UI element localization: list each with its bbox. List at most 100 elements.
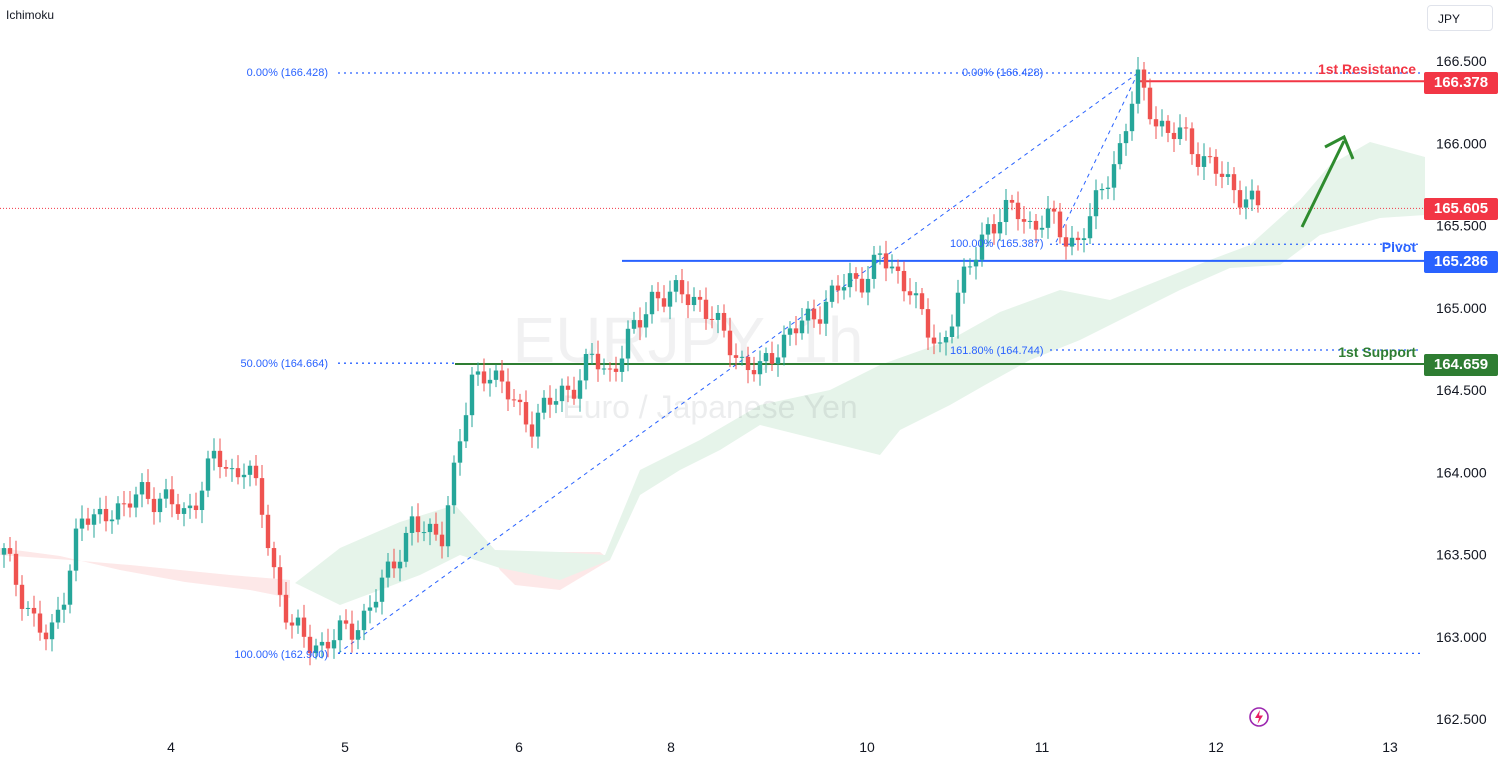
candle-body — [295, 617, 301, 626]
candle-body — [361, 610, 367, 631]
indicator-name[interactable]: Ichimoku — [6, 8, 55, 22]
candle-body — [685, 294, 691, 306]
candle-body — [1075, 237, 1081, 241]
candle-body — [241, 474, 247, 478]
y-tick-label: 165.000 — [1436, 300, 1487, 316]
candle-body — [151, 498, 157, 513]
candle-body — [97, 508, 103, 515]
candle-body — [1039, 227, 1045, 230]
candle-body — [973, 259, 979, 267]
candle-body — [529, 424, 535, 437]
candle-body — [643, 314, 649, 328]
candle-body — [307, 636, 313, 654]
candle-body — [1171, 132, 1177, 140]
candle-body — [31, 607, 37, 614]
candle-body — [1003, 199, 1009, 223]
candle-body — [499, 370, 505, 382]
candle-body — [289, 622, 295, 626]
candle-body — [1069, 237, 1075, 247]
candle-body — [37, 613, 43, 633]
x-tick-label: 10 — [859, 739, 875, 755]
candle-body — [229, 468, 235, 470]
candle-body — [793, 328, 799, 334]
candle-body — [661, 298, 667, 307]
candle-body — [1147, 87, 1153, 120]
candle-body — [997, 222, 1003, 234]
last-price-tag: 165.605 — [1424, 198, 1498, 220]
candle-body — [1213, 156, 1219, 174]
candle-body — [403, 532, 409, 562]
candle-body — [781, 334, 787, 358]
y-tick-label: 163.500 — [1436, 547, 1487, 563]
x-axis: 4 5 6 8 10 11 12 13 — [167, 739, 1398, 755]
candle-body — [799, 320, 805, 334]
candle-body — [697, 296, 703, 300]
x-tick-label: 12 — [1208, 739, 1224, 755]
candle-body — [211, 450, 217, 459]
candle-body — [901, 270, 907, 292]
candle-body — [505, 381, 511, 400]
candle-body — [745, 356, 751, 371]
candle-body — [127, 503, 133, 508]
candle-body — [109, 519, 115, 522]
candle-body — [523, 402, 529, 425]
candle-body — [931, 337, 937, 344]
candle-body — [769, 353, 775, 364]
resistance-label: 1st Resistance — [1317, 61, 1416, 77]
candle-body — [829, 285, 835, 302]
candle-body — [577, 380, 583, 399]
candle-body — [319, 641, 325, 646]
candle-body — [379, 577, 385, 602]
candle-body — [601, 368, 607, 370]
candle-body — [763, 353, 769, 362]
candle-body — [691, 296, 697, 306]
fib-left-top: 0.00% (166.428) — [247, 67, 328, 79]
candle-body — [1123, 131, 1129, 144]
candle-body — [805, 308, 811, 321]
candle-body — [883, 253, 889, 269]
candle-body — [877, 253, 883, 255]
candle-body — [1081, 238, 1087, 241]
candle-body — [841, 287, 847, 291]
candle-body — [889, 266, 895, 269]
candle-body — [1225, 174, 1231, 177]
candle-body — [301, 617, 307, 637]
candle-body — [1009, 199, 1015, 203]
currency-selector[interactable]: JPY — [1427, 5, 1493, 31]
candle-body — [421, 532, 427, 534]
candle-body — [139, 482, 145, 495]
candle-body — [1045, 208, 1051, 228]
lightning-icon[interactable] — [1248, 706, 1270, 728]
candle-body — [871, 254, 877, 279]
candle-body — [739, 356, 745, 358]
candle-body — [49, 622, 55, 640]
candle-body — [1117, 143, 1123, 165]
candle-body — [979, 234, 985, 260]
candle-body — [565, 385, 571, 390]
candle-body — [343, 620, 349, 624]
candle-body — [163, 489, 169, 499]
candle-body — [589, 353, 595, 355]
candle-body — [193, 505, 199, 511]
candle-body — [265, 514, 271, 549]
candle-body — [1021, 219, 1027, 222]
candle-body — [451, 462, 457, 506]
resistance-price-tag: 166.378 — [1424, 72, 1498, 94]
candle-body — [1153, 119, 1159, 127]
candle-body — [313, 645, 319, 654]
candle-body — [757, 361, 763, 375]
candle-body — [277, 567, 283, 595]
y-tick-label: 165.500 — [1436, 218, 1487, 234]
candle-body — [445, 505, 451, 547]
candle-body — [367, 607, 373, 611]
candle-body — [1231, 174, 1237, 191]
candle-body — [493, 370, 499, 380]
candle-body — [517, 399, 523, 403]
candle-body — [427, 523, 433, 533]
candle-body — [673, 280, 679, 292]
candle-body — [85, 518, 91, 525]
candle-body — [385, 561, 391, 578]
candle-body — [55, 609, 61, 623]
candle-body — [961, 266, 967, 293]
